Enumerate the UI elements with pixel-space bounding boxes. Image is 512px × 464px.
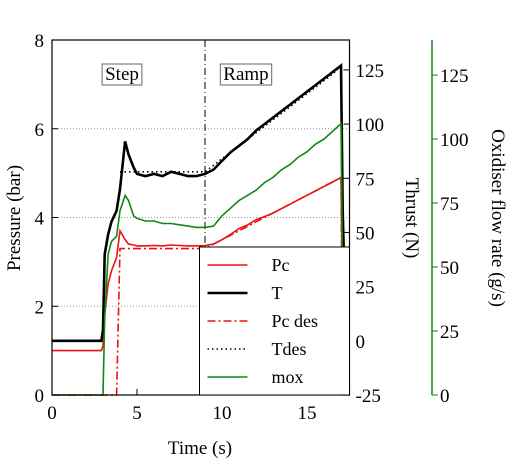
- y3-tick-label: 25: [440, 322, 459, 343]
- y2-tick-label: 100: [356, 115, 385, 136]
- series-line: [120, 65, 342, 173]
- y3-tick-label: 125: [440, 66, 469, 87]
- y2-tick-label: 75: [356, 169, 375, 190]
- y3-tick-label: 50: [440, 258, 459, 279]
- series-line: [52, 62, 350, 343]
- x-tick-label: 5: [132, 403, 142, 424]
- y3-tick-label: 0: [440, 386, 450, 407]
- series-line: [52, 121, 351, 396]
- legend-label: T: [272, 283, 283, 303]
- legend-label: Pc: [272, 255, 290, 275]
- legend-label: Pc des: [272, 311, 319, 331]
- y2-tick-label: 25: [356, 278, 375, 299]
- phase-label: Ramp: [223, 64, 268, 85]
- y-tick-label: 4: [35, 209, 45, 230]
- y2-tick-label: -25: [356, 386, 381, 407]
- y2-tick-label: 50: [356, 223, 375, 244]
- y-tick-label: 0: [35, 386, 45, 407]
- y3-axis-label: Oxidiser flow rate (g/s): [487, 129, 508, 307]
- legend-label: Tdes: [272, 339, 307, 359]
- phase-label-box: [219, 63, 273, 86]
- y-tick-label: 8: [35, 31, 45, 52]
- x-tick-label: 0: [47, 403, 57, 424]
- x-axis-label: Time (s): [168, 438, 232, 459]
- y-tick-label: 6: [35, 120, 45, 141]
- y3-tick-label: 75: [440, 194, 459, 215]
- y2-axis-label: Thrust (N): [401, 178, 422, 259]
- series-line: [52, 176, 350, 396]
- y2-tick-label: 125: [356, 61, 385, 82]
- legend-label: mox: [272, 367, 304, 387]
- phase-label: Step: [105, 64, 139, 85]
- y-tick-label: 2: [35, 297, 45, 318]
- y2-tick-label: 0: [356, 332, 366, 353]
- y-axis-label: Pressure (bar): [4, 165, 25, 271]
- x-tick-label: 15: [298, 403, 317, 424]
- x-tick-label: 10: [213, 403, 232, 424]
- phase-label-box: [101, 63, 143, 86]
- y3-tick-label: 100: [440, 130, 469, 151]
